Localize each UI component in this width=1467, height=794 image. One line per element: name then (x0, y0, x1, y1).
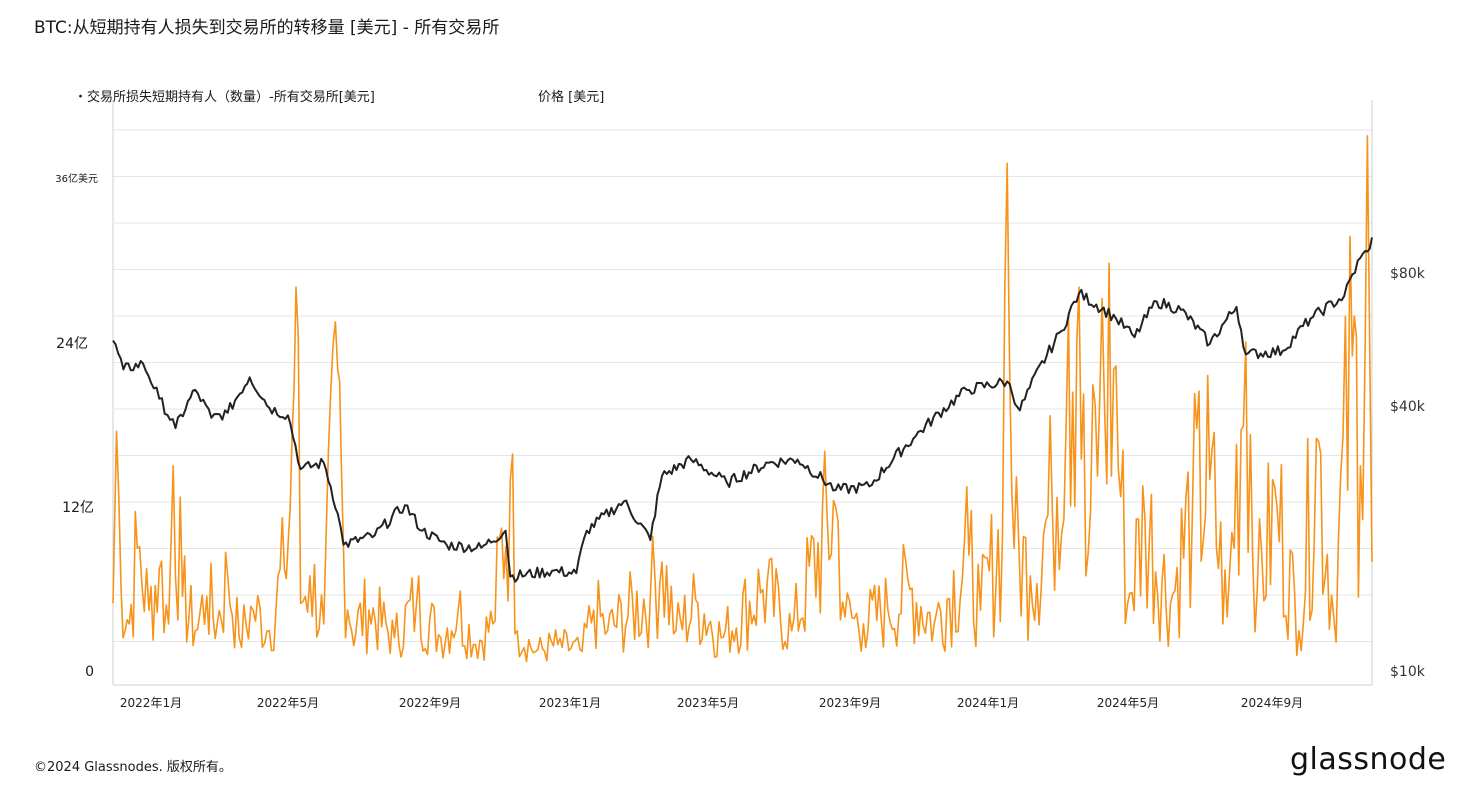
y-left-tick-0: 0 (85, 664, 94, 680)
x-tick-2024-01: 2024年1月 (956, 696, 1020, 710)
chart-title: BTC:从短期持有人损失到交易所的转移量 [美元] - 所有交易所 (34, 18, 500, 38)
series-volume-line (112, 135, 1373, 663)
x-tick-2022-09: 2022年9月 (398, 696, 462, 710)
glassnode-logo: glassnode (1290, 742, 1447, 777)
x-tick-2023-01: 2023年1月 (538, 696, 602, 710)
copyright: ©2024 Glassnodes. 版权所有。 (34, 760, 232, 775)
y-right-tick-40k: $40k (1390, 399, 1425, 415)
y-right-tick-80k: $80k (1390, 266, 1425, 282)
y-left-tick-24: 24亿 (56, 336, 88, 352)
x-tick-2022-05: 2022年5月 (256, 696, 320, 710)
x-tick-2024-05: 2024年5月 (1096, 696, 1160, 710)
x-tick-2023-09: 2023年9月 (818, 696, 882, 710)
series-price-line (112, 237, 1373, 583)
x-tick-2024-09: 2024年9月 (1240, 696, 1304, 710)
x-tick-2022-01: 2022年1月 (119, 696, 183, 710)
gridlines (113, 129, 1372, 642)
legend-volume: ・交易所损失短期持有人（数量）-所有交易所[美元] (74, 90, 375, 105)
x-tick-2023-05: 2023年5月 (676, 696, 740, 710)
y-right-tick-10k: $10k (1390, 664, 1425, 680)
y-left-tick-36: 36亿美元 (55, 174, 98, 185)
y-left-tick-12: 12亿 (62, 500, 94, 516)
legend-price: 价格 [美元] (538, 90, 605, 105)
